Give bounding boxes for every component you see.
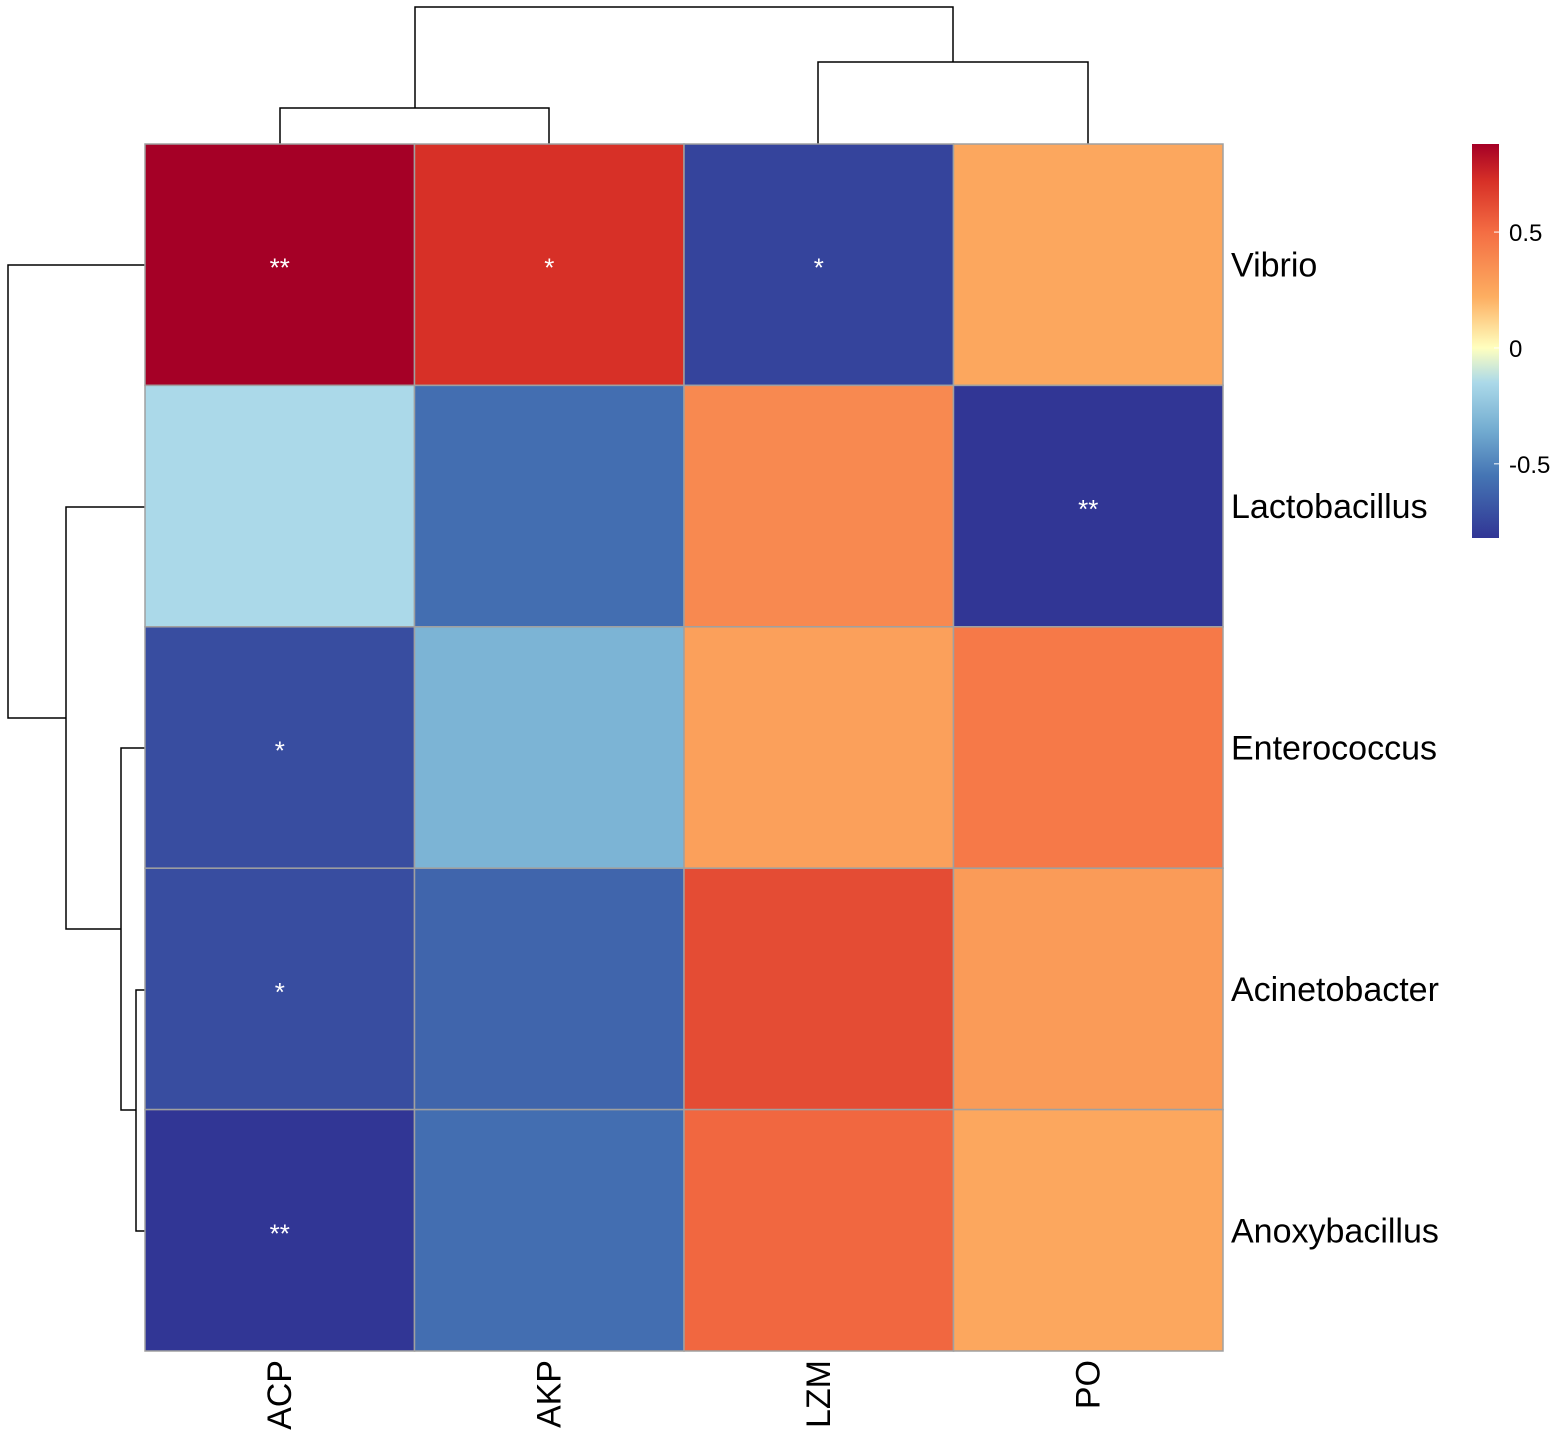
heatmap-cell-lactobacillus-akp — [413, 384, 685, 628]
column-label-acp: ACP — [261, 1360, 299, 1430]
heatmap-cell-anoxybacillus-akp — [413, 1108, 685, 1352]
heatmap-cell-acinetobacter-po — [952, 867, 1224, 1111]
heatmap-cell-anoxybacillus-po — [952, 1108, 1224, 1352]
significance-mark: * — [814, 253, 824, 283]
heatmap-cell-acinetobacter-lzm — [683, 867, 955, 1111]
heatmap-cell-enterococcus-lzm — [683, 626, 955, 869]
heatmap-cell-vibrio-akp — [413, 143, 685, 387]
col-dendro-lzm-po — [817, 61, 1089, 144]
col-dendro-root — [414, 6, 954, 108]
color-legend-tick-label: -0.5 — [1509, 452, 1550, 479]
row-label-vibrio: Vibrio — [1231, 247, 1317, 285]
heatmap-cell-lactobacillus-acp — [144, 384, 416, 628]
significance-mark: ** — [1078, 494, 1098, 524]
heatmap-cell-lactobacillus-po — [952, 384, 1224, 628]
column-label-akp: AKP — [530, 1360, 568, 1428]
row-dendrogram — [7, 264, 145, 1232]
significance-mark: * — [275, 977, 285, 1007]
heatmap-cell-vibrio-lzm — [683, 143, 955, 387]
column-label-lzm: LZM — [800, 1360, 838, 1428]
column-label-po: PO — [1069, 1360, 1107, 1409]
color-legend-ticks: 0.5 0 -0.5 — [1494, 220, 1550, 479]
significance-mark: * — [275, 736, 285, 766]
heatmap-cell-vibrio-acp — [144, 143, 416, 387]
heatmap-cell-acinetobacter-acp — [144, 867, 416, 1111]
row-labels: Vibrio Lactobacillus Enterococcus Acinetoba… — [1231, 247, 1439, 1251]
row-dendro-lacto — [65, 506, 145, 930]
heatmap-cell-lactobacillus-lzm — [683, 384, 955, 628]
heatmap-cell-anoxybacillus-acp — [144, 1108, 416, 1352]
heatmap-cell-vibrio-po — [952, 143, 1224, 387]
significance-mark: * — [544, 253, 554, 283]
color-legend-bar — [1472, 144, 1499, 538]
significance-mark: ** — [270, 253, 290, 283]
row-label-anoxybacillus: Anoxybacillus — [1231, 1212, 1439, 1250]
color-legend-tick-label: 0 — [1509, 336, 1522, 363]
row-label-lactobacillus: Lactobacillus — [1231, 488, 1428, 526]
significance-labels: ** * ******* — [270, 253, 1099, 1249]
column-labels: ACP AKP LZM PO — [261, 1360, 1108, 1430]
heatmap-cells — [144, 143, 1224, 1352]
row-dendro-entero — [120, 747, 145, 1111]
heatmap-cell-enterococcus-acp — [144, 626, 416, 869]
color-legend-tick-label: 0.5 — [1509, 220, 1542, 247]
heatmap-cell-acinetobacter-akp — [413, 867, 685, 1111]
color-legend: 0.5 0 -0.5 — [1472, 144, 1550, 538]
row-label-acinetobacter: Acinetobacter — [1231, 971, 1439, 1009]
significance-mark: ** — [270, 1218, 290, 1248]
row-dendro-root — [7, 264, 145, 719]
col-dendro-acp-akp — [279, 107, 550, 144]
row-dendro-acine-anoxy — [135, 989, 145, 1232]
heatmap-cell-enterococcus-akp — [413, 626, 685, 869]
heatmap-cell-anoxybacillus-lzm — [683, 1108, 955, 1352]
column-dendrogram — [279, 6, 1089, 144]
row-label-enterococcus: Enterococcus — [1231, 730, 1437, 768]
heatmap-cell-enterococcus-po — [952, 626, 1224, 869]
